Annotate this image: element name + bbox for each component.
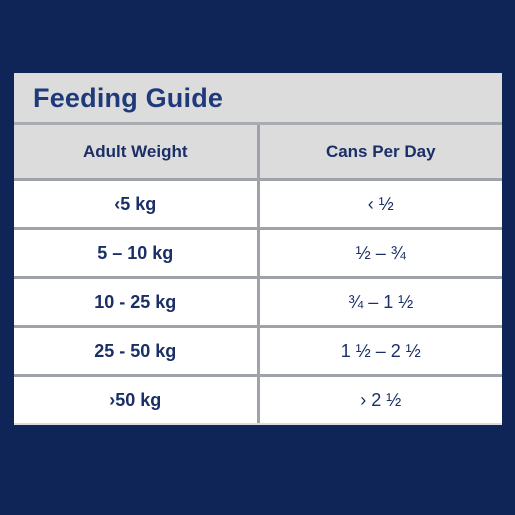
feeding-guide-card: Feeding Guide Adult Weight Cans Per Day … xyxy=(14,73,502,425)
weight-cell: ‹5 kg xyxy=(14,179,260,229)
header-adult-weight: Adult Weight xyxy=(14,125,260,181)
weight-cell: ›50 kg xyxy=(14,374,260,423)
cans-cell: ¾ – 1 ½ xyxy=(258,276,502,327)
cans-cell: ‹ ½ xyxy=(258,179,502,229)
cans-cell: 1 ½ – 2 ½ xyxy=(258,325,502,376)
feeding-guide-table: Adult Weight Cans Per Day ‹5 kg ‹ ½ 5 – … xyxy=(14,125,502,423)
weight-cell: 25 - 50 kg xyxy=(14,325,260,376)
table-header-row: Adult Weight Cans Per Day xyxy=(14,125,502,181)
table-row: ‹5 kg ‹ ½ xyxy=(14,179,502,229)
cans-cell: › 2 ½ xyxy=(258,374,502,423)
table-row: 5 – 10 kg ½ – ¾ xyxy=(14,227,502,278)
table-row: 25 - 50 kg 1 ½ – 2 ½ xyxy=(14,325,502,376)
title-bar: Feeding Guide xyxy=(14,73,502,125)
cans-cell: ½ – ¾ xyxy=(258,227,502,278)
feeding-guide-title: Feeding Guide xyxy=(33,83,224,113)
table-row: 10 - 25 kg ¾ – 1 ½ xyxy=(14,276,502,327)
weight-cell: 10 - 25 kg xyxy=(14,276,260,327)
table-row: ›50 kg › 2 ½ xyxy=(14,374,502,423)
weight-cell: 5 – 10 kg xyxy=(14,227,260,278)
header-cans-per-day: Cans Per Day xyxy=(258,125,502,181)
